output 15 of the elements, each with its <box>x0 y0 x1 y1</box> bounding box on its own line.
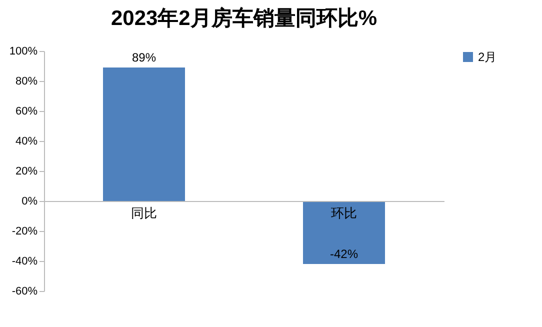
y-tick-label: -40% <box>12 256 38 268</box>
y-tick-label: 60% <box>15 106 38 118</box>
y-tick-label: -60% <box>12 286 38 298</box>
y-tick-label: 20% <box>15 166 38 178</box>
text: 89% <box>132 50 156 64</box>
y-tick-label: 80% <box>15 76 38 88</box>
chart-title: 2023年2月房车销量同环比% <box>110 6 378 30</box>
x-tick-label: 同比 <box>131 206 157 220</box>
y-tick-label: 40% <box>15 136 38 148</box>
y-tick-label: 0% <box>22 196 38 208</box>
text: -42% <box>330 247 358 261</box>
legend-label: 2月 <box>478 50 497 64</box>
y-tick-label: -20% <box>12 226 38 238</box>
x-tick-label: 环比 <box>331 206 357 220</box>
y-tick-label: 100% <box>9 46 38 58</box>
